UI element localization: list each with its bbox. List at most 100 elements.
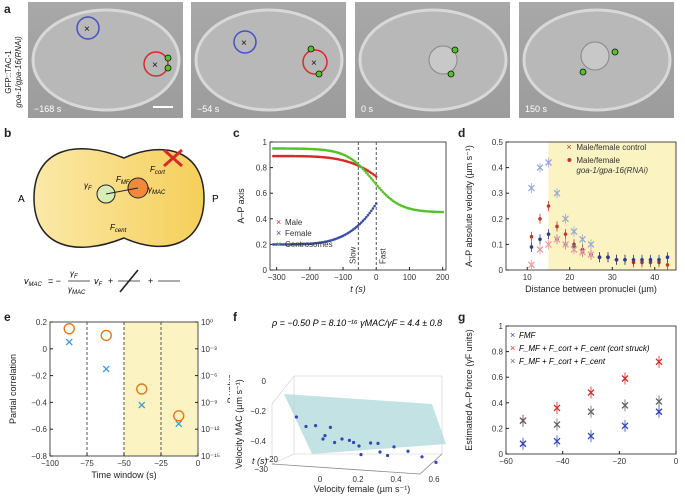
data-point-centrosomes (366, 173, 370, 176)
data-point (536, 164, 544, 172)
partial-corr-point (102, 365, 110, 373)
legend-marker-1: × (510, 343, 515, 353)
data-point (340, 437, 344, 441)
x-tick-label: −100 (41, 459, 60, 468)
data-point-female (360, 221, 363, 224)
data-point-centrosomes (374, 183, 378, 186)
y-tick-label-right: 10⁻⁶ (201, 372, 217, 381)
posterior-label: P (212, 194, 219, 205)
panel-label-e: e (4, 310, 11, 324)
data-point (546, 204, 551, 208)
data-point (614, 257, 619, 262)
data-point-centrosomes (381, 190, 385, 194)
data-point-centrosomes (441, 210, 444, 214)
p-value-point (63, 322, 75, 335)
data-point (655, 398, 663, 405)
data-point (378, 450, 382, 454)
y-tick-label-right: 10⁻³ (201, 345, 217, 354)
p-value-point (136, 383, 148, 395)
data-point (587, 432, 595, 440)
data-point (640, 257, 644, 262)
y-tick-label-left: −0.6 (31, 425, 47, 434)
data-point (434, 460, 438, 464)
legend-marker-0: × (276, 217, 281, 227)
x-tick-label: −75 (80, 459, 94, 468)
data-point-female (368, 211, 371, 215)
y-tick-label: 0.2 (492, 215, 504, 224)
data-point-centrosomes (356, 162, 360, 166)
data-point (553, 421, 561, 429)
y-tick-label: −20 (264, 455, 278, 464)
panel-d-chart: 10 20 30 40 0 0.1 0.2 0.3 0.4 0.5 × Male/female con… (464, 138, 677, 294)
y-tick-label: 0.8 (256, 164, 268, 173)
legend-marker-control: × (566, 142, 571, 152)
data-point (553, 437, 561, 445)
embryo-image-3 (358, 8, 508, 112)
data-point (553, 189, 561, 197)
x-tick-label: −200 (301, 273, 320, 282)
f-cent-label: Fcent (110, 223, 127, 234)
panel-label-d: d (458, 126, 466, 140)
y-tick-label: 0.8 (492, 348, 504, 357)
data-point (538, 217, 542, 221)
partial-corr-point (138, 401, 146, 409)
data-point (563, 232, 568, 236)
data-point (655, 358, 663, 366)
data-point (631, 257, 636, 262)
p-value-point (100, 329, 112, 342)
equation-plus-2: + (148, 276, 153, 286)
data-point (359, 453, 363, 457)
panel-f-chart: ρ = −0.50 P = 8.10⁻¹⁶ γMAC/γF = 4.4 ± 0.… (234, 318, 446, 494)
equation-lhs: vMAC (24, 276, 43, 288)
data-point-female (356, 224, 360, 227)
y-axis-label: A–P axis (236, 188, 246, 224)
data-point (369, 441, 373, 445)
data-point (597, 255, 602, 259)
x-tick-label: −50 (117, 459, 131, 468)
data-point (294, 415, 298, 419)
micrograph-frame-2: × × −54 s (191, 2, 346, 118)
x-tick-label: 200 (436, 273, 450, 282)
x-tick-label: 0 (318, 475, 323, 484)
x-tick-label: 100 (403, 273, 417, 282)
y-tick-label-left: 0 (43, 345, 48, 354)
panel-b-schematic: A P Fcort γF γMAC FMF Fcent vMAC = − γF … (18, 148, 219, 296)
y-tick-label: 1 (263, 138, 268, 147)
x-tick-label: 30 (608, 273, 617, 282)
data-point (347, 438, 351, 442)
data-point-centrosomes (358, 164, 361, 167)
data-point-centrosomes (360, 165, 363, 169)
legend-marker-1: × (276, 228, 281, 238)
panel-c-chart: −300 −200 −100 0 100 200 0 0.2 0.4 0.6 0.8 1 Slow Fas… (236, 138, 450, 294)
panel-label-c: c (233, 126, 240, 140)
data-point (321, 437, 325, 441)
panel-e-chart: −100 −75 −50 −25 0 −0.8 −0.6 −0.4 −0.2 0 0.2 10⁰ 10⁻… (8, 318, 230, 480)
f-cort-label: Fcort (150, 165, 165, 176)
data-point (536, 246, 544, 253)
x-tick-label: 0 (674, 457, 679, 466)
plot-frame (505, 325, 677, 455)
y-axis-label: Estimated A–P force (γF units) (464, 329, 474, 450)
y-axis-label: t (s) (252, 456, 268, 466)
strain-line-1: GFP::TAC-1 (4, 50, 13, 94)
x-tick-label: −100 (334, 273, 353, 282)
data-point (555, 224, 559, 229)
x-tick-label: 10 (523, 273, 532, 282)
x-tick-label: −300 (268, 273, 287, 282)
data-point-female (365, 215, 368, 219)
y-tick-label-right: 10⁻¹² (201, 425, 220, 434)
data-point (648, 257, 653, 262)
data-point (587, 240, 595, 248)
y-axis-label-left: Partial correlation (8, 354, 18, 424)
svg-text:×: × (152, 60, 158, 71)
data-point (587, 251, 595, 259)
panel-g-chart: −60 −40 −20 0 0 0.2 0.4 0.6 0.8 1 × × × FMF F_MF + F_c… (464, 322, 679, 466)
legend-fmf-cent: F_MF + F_cort + F_cent (cort struck) (519, 344, 650, 353)
data-point (546, 232, 551, 236)
legend-fmf: FMF (519, 331, 537, 340)
equation-num1: γF (70, 269, 78, 280)
legend-label-2: Centrosomes (285, 240, 333, 249)
f-mf-label: FMF (116, 175, 130, 186)
y-tick-label-left: −0.8 (31, 452, 47, 461)
data-point (587, 408, 595, 416)
